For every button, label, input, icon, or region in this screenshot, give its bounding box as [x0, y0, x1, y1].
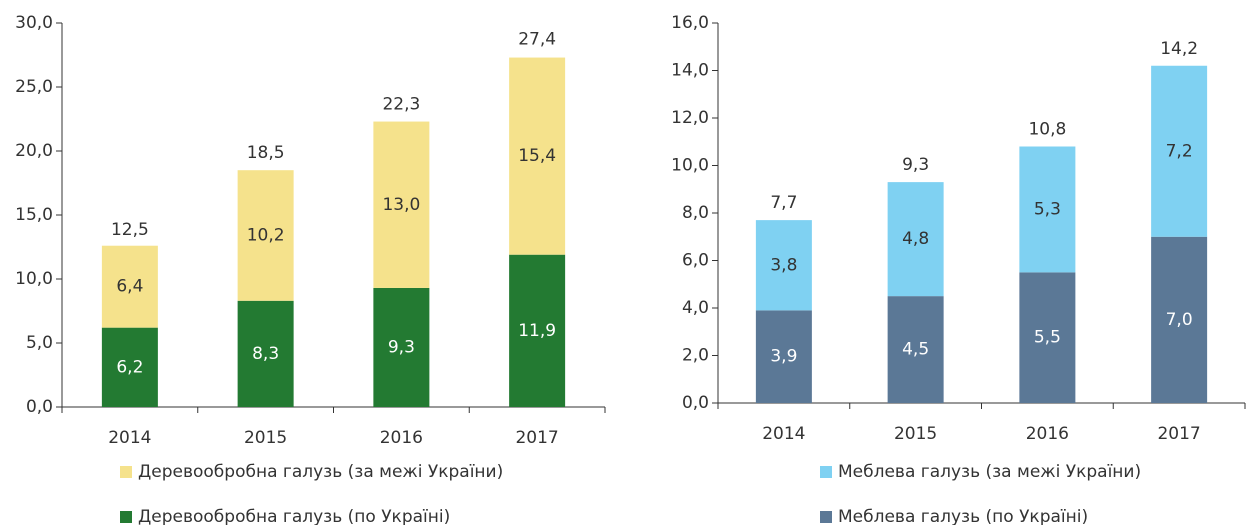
y-tick-label: 16,0	[671, 13, 709, 33]
bar-segment	[509, 57, 566, 255]
bar-segment	[755, 220, 812, 311]
value-label: 7,0	[1166, 310, 1193, 330]
x-tick-label: 2016	[1026, 424, 1069, 444]
y-tick-label: 12,0	[671, 108, 709, 128]
total-label: 10,8	[1028, 120, 1066, 140]
value-label: 6,4	[116, 277, 143, 297]
value-label: 13,0	[382, 195, 420, 215]
x-tick-label: 2017	[515, 428, 558, 448]
value-label: 7,2	[1166, 141, 1193, 161]
y-tick-label: 0,0	[26, 397, 53, 417]
y-tick-label: 10,0	[15, 269, 53, 289]
y-tick-label: 5,0	[26, 333, 53, 353]
value-label: 4,8	[902, 229, 929, 249]
legend-swatch	[120, 511, 132, 523]
value-label: 11,9	[518, 321, 556, 341]
y-tick-label: 2,0	[682, 346, 709, 366]
value-label: 4,5	[902, 340, 929, 360]
bar-segment	[1019, 272, 1076, 403]
total-label: 22,3	[382, 95, 420, 115]
total-label: 14,2	[1160, 39, 1198, 59]
total-label: 27,4	[518, 29, 556, 49]
legend-swatch	[820, 466, 832, 478]
x-tick-label: 2015	[894, 424, 937, 444]
x-tick-label: 2014	[108, 428, 151, 448]
legend-swatch	[120, 466, 132, 478]
bar-segment	[755, 310, 812, 403]
y-tick-label: 4,0	[682, 298, 709, 318]
bar-segment	[1151, 236, 1208, 403]
bar-segment	[887, 296, 944, 403]
x-tick-label: 2017	[1157, 424, 1200, 444]
y-tick-label: 25,0	[15, 77, 53, 97]
x-tick-label: 2015	[244, 428, 287, 448]
y-tick-label: 15,0	[15, 205, 53, 225]
bar-segment	[101, 245, 158, 328]
value-label: 6,2	[116, 357, 143, 377]
bar-segment	[887, 182, 944, 297]
legend-swatch	[820, 511, 832, 523]
total-label: 7,7	[770, 193, 797, 213]
y-tick-label: 14,0	[671, 61, 709, 81]
value-label: 3,9	[770, 347, 797, 367]
value-label: 15,4	[518, 146, 556, 166]
total-label: 18,5	[247, 143, 285, 163]
y-tick-label: 6,0	[682, 251, 709, 271]
y-tick-label: 20,0	[15, 141, 53, 161]
x-tick-label: 2014	[762, 424, 805, 444]
bar-segment	[1019, 146, 1076, 273]
legend-label: Меблева галузь (по Україні)	[838, 507, 1088, 525]
bar-segment	[373, 121, 430, 288]
legend-label: Деревообробна галузь (за межі України)	[138, 462, 503, 482]
value-label: 10,2	[247, 225, 285, 245]
total-label: 9,3	[902, 155, 929, 175]
y-tick-label: 30,0	[15, 13, 53, 33]
value-label: 3,8	[770, 255, 797, 275]
bar-segment	[373, 287, 430, 407]
value-label: 5,5	[1034, 328, 1061, 348]
bar-segment	[1151, 65, 1208, 237]
x-tick-label: 2016	[380, 428, 423, 448]
legend-label: Меблева галузь (за межі України)	[838, 462, 1141, 482]
y-tick-label: 8,0	[682, 203, 709, 223]
bar-segment	[509, 254, 566, 407]
total-label: 12,5	[111, 220, 149, 240]
value-label: 8,3	[252, 344, 279, 364]
y-tick-label: 10,0	[671, 156, 709, 176]
value-label: 5,3	[1034, 199, 1061, 219]
y-tick-label: 0,0	[682, 393, 709, 413]
bar-segment	[237, 300, 294, 407]
bar-segment	[101, 327, 158, 407]
value-label: 9,3	[388, 337, 415, 357]
legend-label: Деревообробна галузь (по Україні)	[138, 507, 450, 525]
bar-segment	[237, 170, 294, 301]
